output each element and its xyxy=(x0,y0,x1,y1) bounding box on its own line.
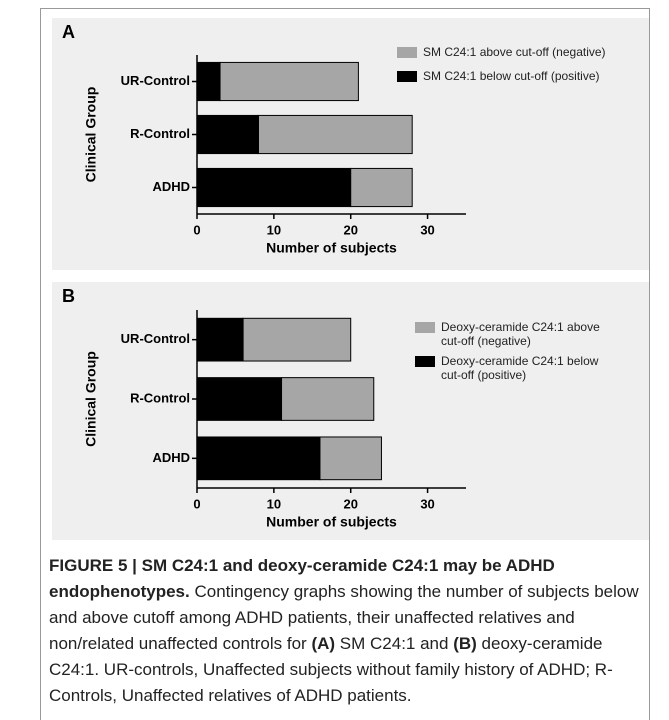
bar-segment xyxy=(196,317,244,362)
bar-segment xyxy=(196,61,221,102)
caption: FIGURE 5 | SM C24:1 and deoxy-ceramide C… xyxy=(49,553,645,709)
x-tick-label: 20 xyxy=(343,496,357,511)
x-axis-label: Number of subjects xyxy=(266,240,397,256)
y-tick-label: ADHD xyxy=(152,450,190,465)
bar-segment xyxy=(350,167,413,208)
x-axis-label: Number of subjects xyxy=(266,514,397,530)
x-tick-label: 20 xyxy=(343,222,357,237)
bar-segment xyxy=(319,436,382,481)
legend-swatch xyxy=(415,356,435,367)
x-tick-label: 10 xyxy=(267,222,281,237)
caption-text: (A) xyxy=(311,634,336,653)
x-tick-label: 30 xyxy=(420,222,434,237)
caption-text: deoxy-ceramide C24:1. UR-controls, Unaff… xyxy=(49,634,613,705)
legend-label: SM C24:1 below cut-off (positive) xyxy=(423,69,600,83)
figure-frame xyxy=(40,8,650,720)
bar-segment xyxy=(257,114,413,155)
caption-title: FIGURE 5 | SM C24:1 and deoxy-ceramide C… xyxy=(49,556,555,601)
legend-label: Deoxy-ceramide C24:1 above cut-off (nega… xyxy=(441,320,600,348)
legend-entry: SM C24:1 above cut-off (negative) xyxy=(423,45,606,59)
figure: A Clinical Group 0 10 20 30 Number of subjects… xyxy=(52,18,649,540)
bar-segment xyxy=(281,377,375,421)
legend-label: Deoxy-ceramide C24:1 below cut-off (posi… xyxy=(441,354,599,382)
y-tick-label: ADHD xyxy=(152,179,190,194)
caption-text: SM C24:1 and xyxy=(339,634,449,653)
caption-text: (B) xyxy=(453,634,477,653)
legend-entry: SM C24:1 below cut-off (positive) xyxy=(423,69,600,83)
legend-swatch xyxy=(415,322,435,333)
panel-label: A xyxy=(62,22,75,42)
panel-label: B xyxy=(62,286,75,306)
bar-segment xyxy=(196,436,321,481)
x-tick-label: 0 xyxy=(193,222,200,237)
y-tick-label: UR-Control xyxy=(121,331,190,346)
legend-entry: Deoxy-ceramide C24:1 below cut-off (posi… xyxy=(441,354,599,382)
y-tick-label: R-Control xyxy=(130,390,190,405)
y-axis-label: Clinical Group xyxy=(83,87,99,183)
bar-segment xyxy=(196,377,283,421)
caption-text: Contingency graphs showing the number of… xyxy=(49,582,639,653)
y-tick-label: UR-Control xyxy=(121,73,190,88)
bar-segment xyxy=(219,61,359,102)
bar-segment xyxy=(196,114,259,155)
y-tick-label: R-Control xyxy=(130,126,190,141)
bar-segment xyxy=(242,317,352,362)
legend-entry: Deoxy-ceramide C24:1 above cut-off (nega… xyxy=(441,320,600,348)
legend-label: SM C24:1 above cut-off (negative) xyxy=(423,45,606,59)
bar-segment xyxy=(196,167,352,208)
x-tick-label: 10 xyxy=(267,496,281,511)
y-axis-label: Clinical Group xyxy=(83,351,99,447)
x-tick-label: 0 xyxy=(193,496,200,511)
legend-swatch xyxy=(397,71,417,82)
x-tick-label: 30 xyxy=(420,496,434,511)
legend-swatch xyxy=(397,47,417,58)
